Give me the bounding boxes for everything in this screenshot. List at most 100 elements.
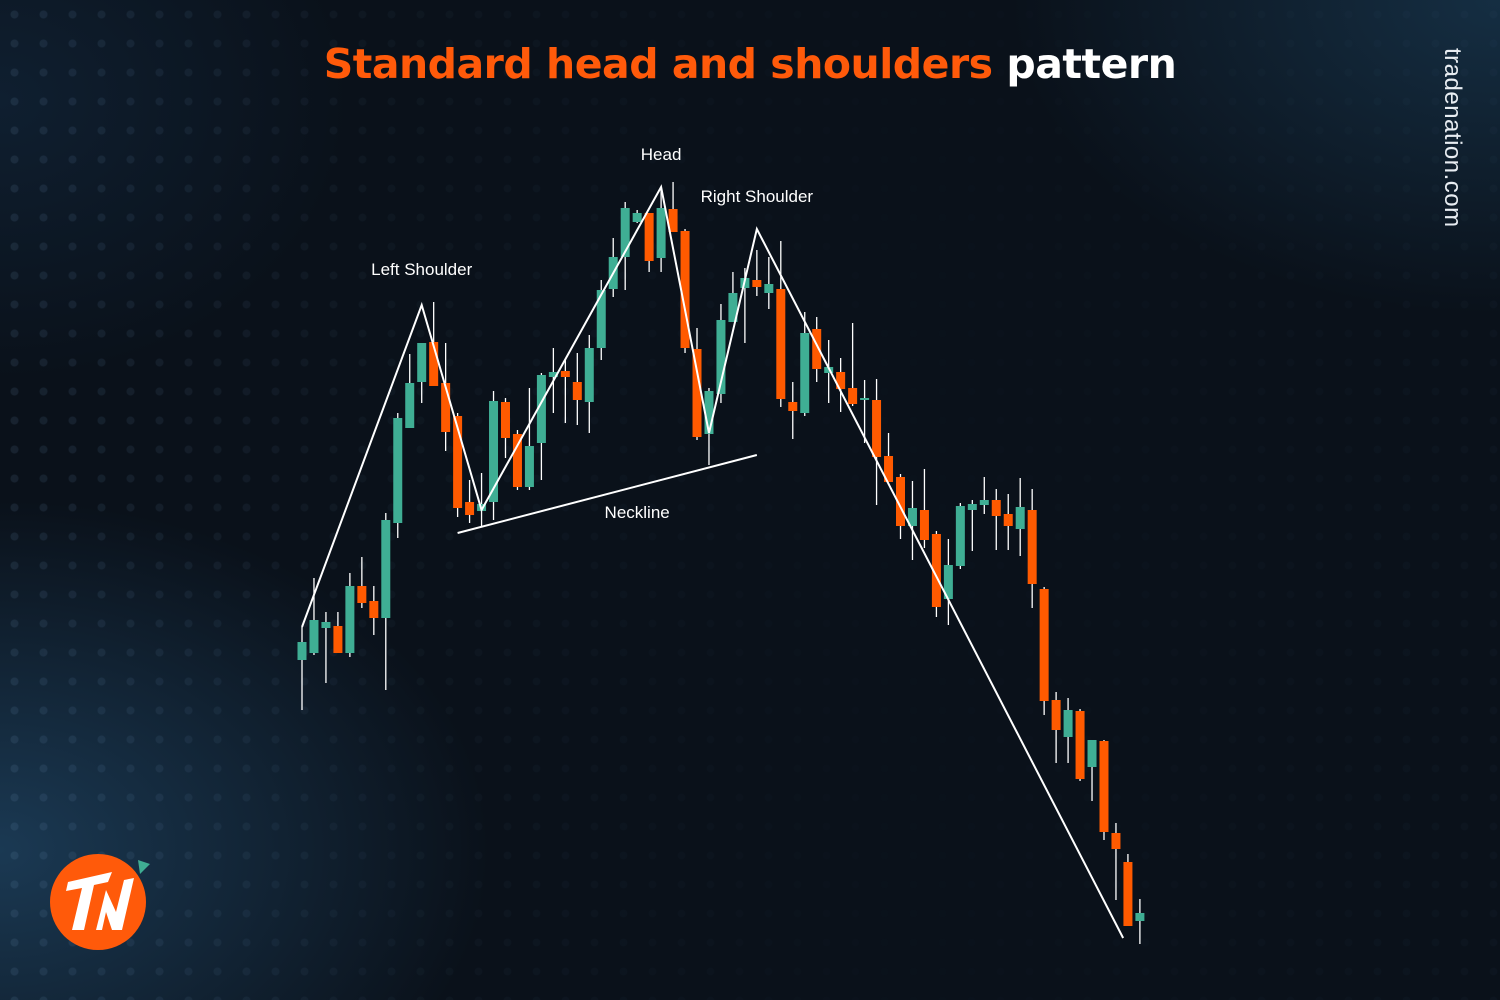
candle-body-bearish xyxy=(931,534,941,607)
candle xyxy=(704,388,714,465)
candle-body-bearish xyxy=(1051,700,1061,730)
candle xyxy=(836,358,846,412)
candle-body-bearish xyxy=(572,382,582,400)
candle xyxy=(632,210,642,223)
candle xyxy=(417,343,427,403)
candle xyxy=(812,317,822,382)
candle-body-bullish xyxy=(584,348,594,402)
candle-body-bearish xyxy=(919,510,929,540)
candle-body-bearish xyxy=(333,626,343,653)
candle xyxy=(991,489,1001,550)
candle-body-bullish xyxy=(524,446,534,487)
candle-body-bullish xyxy=(417,343,427,382)
candle-body-bearish xyxy=(1123,862,1133,926)
candle xyxy=(919,469,929,548)
candle xyxy=(967,500,977,551)
annotation-head: Head xyxy=(641,145,682,164)
candle xyxy=(512,430,522,490)
candle-body-bullish xyxy=(728,293,738,322)
candle-body-bearish xyxy=(357,586,367,603)
candle-body-bearish xyxy=(668,209,678,232)
candle-body-bearish xyxy=(884,456,894,482)
candle xyxy=(764,257,774,309)
candle-body-bullish xyxy=(548,372,558,377)
candle xyxy=(644,213,654,272)
candle xyxy=(500,398,510,458)
candle-body-bearish xyxy=(1003,514,1013,526)
candle xyxy=(848,323,858,406)
candle xyxy=(596,280,606,360)
candle xyxy=(357,557,367,608)
candle xyxy=(465,480,475,523)
candle xyxy=(560,359,570,423)
candle-body-bearish xyxy=(644,213,654,261)
candle-body-bullish xyxy=(764,284,774,293)
candle xyxy=(369,586,379,635)
candle-body-bullish xyxy=(716,320,726,394)
site-watermark: tradenation.com xyxy=(1439,48,1466,228)
candle-body-bullish xyxy=(656,208,666,258)
candle-body-bullish xyxy=(955,506,965,566)
candle xyxy=(955,503,965,569)
candle-body-bearish xyxy=(500,402,510,438)
candle-body-bullish xyxy=(860,398,870,400)
candle-body-bullish xyxy=(979,500,989,505)
candle-body-bullish xyxy=(381,520,391,618)
candle xyxy=(441,343,451,451)
candle-body-bearish xyxy=(441,383,451,432)
candle-body-bullish xyxy=(393,418,403,523)
candle xyxy=(321,612,331,683)
candle xyxy=(572,353,582,425)
candle xyxy=(297,627,307,710)
candle-body-bearish xyxy=(788,402,798,411)
candle-body-bearish xyxy=(465,502,475,515)
candle-body-bearish xyxy=(1027,510,1037,584)
candle xyxy=(1087,740,1097,801)
candle xyxy=(489,391,499,520)
candle-body-bearish xyxy=(1099,741,1109,832)
candle xyxy=(800,312,810,416)
candle-body-bearish xyxy=(836,372,846,389)
candle-body-bullish xyxy=(596,290,606,348)
candle xyxy=(788,382,798,439)
candle xyxy=(1123,854,1133,926)
candle-body-bullish xyxy=(1135,913,1145,921)
candle-body-bearish xyxy=(848,388,858,404)
candle xyxy=(752,250,762,296)
candle xyxy=(333,612,343,653)
candle-body-bullish xyxy=(309,620,319,653)
candle xyxy=(1099,740,1109,840)
trade-nation-logo xyxy=(50,854,150,950)
candle xyxy=(824,340,834,403)
candle xyxy=(536,373,546,480)
candle-body-bullish xyxy=(967,504,977,510)
candle xyxy=(907,481,917,560)
candle xyxy=(393,413,403,538)
candle-body-bullish xyxy=(536,375,546,443)
annotation-neckline: Neckline xyxy=(605,503,670,522)
candle-body-bearish xyxy=(680,231,690,348)
candle xyxy=(345,573,355,657)
candle-body-bullish xyxy=(620,208,630,257)
candle xyxy=(1111,823,1121,900)
candle xyxy=(728,272,738,322)
candle-body-bearish xyxy=(776,289,786,399)
candle xyxy=(1027,489,1037,608)
candle xyxy=(979,477,989,514)
candle xyxy=(1135,899,1145,944)
candle-body-bullish xyxy=(345,586,355,653)
candle-body-bullish xyxy=(704,391,714,434)
candle-body-bearish xyxy=(560,371,570,377)
candle xyxy=(931,531,941,617)
candle xyxy=(776,241,786,407)
page-title: Standard head and shoulders pattern xyxy=(0,40,1500,88)
candle-body-bullish xyxy=(321,622,331,628)
candle xyxy=(1039,587,1049,715)
candle-body-bearish xyxy=(453,416,463,508)
candle xyxy=(692,328,702,440)
candle-body-bearish xyxy=(1075,711,1085,779)
candle-body-bearish xyxy=(1111,833,1121,849)
candle xyxy=(1051,692,1061,763)
